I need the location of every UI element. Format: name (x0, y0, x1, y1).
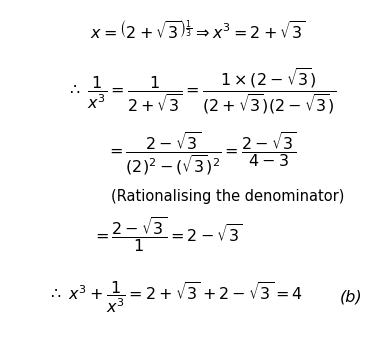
Text: $\therefore\ x^3 + \dfrac{1}{x^3} = 2 + \sqrt{3} + 2 - \sqrt{3} = 4$: $\therefore\ x^3 + \dfrac{1}{x^3} = 2 + … (47, 280, 303, 315)
Text: $= \dfrac{2-\sqrt{3}}{(2)^2-(\sqrt{3})^2} = \dfrac{2-\sqrt{3}}{4-3}$: $= \dfrac{2-\sqrt{3}}{(2)^2-(\sqrt{3})^2… (106, 130, 297, 177)
Text: $x = \left(2+\sqrt{3}\right)^{\frac{1}{3}} \Rightarrow x^3 = 2 + \sqrt{3}$: $x = \left(2+\sqrt{3}\right)^{\frac{1}{3… (90, 19, 305, 42)
Text: $= \dfrac{2-\sqrt{3}}{1} = 2 - \sqrt{3}$: $= \dfrac{2-\sqrt{3}}{1} = 2 - \sqrt{3}$ (92, 215, 242, 255)
Text: (b): (b) (340, 290, 363, 305)
Text: $\therefore\ \dfrac{1}{x^3} = \dfrac{1}{2+\sqrt{3}} = \dfrac{1 \times (2-\sqrt{3: $\therefore\ \dfrac{1}{x^3} = \dfrac{1}{… (66, 66, 336, 116)
Text: (Rationalising the denominator): (Rationalising the denominator) (111, 189, 345, 203)
